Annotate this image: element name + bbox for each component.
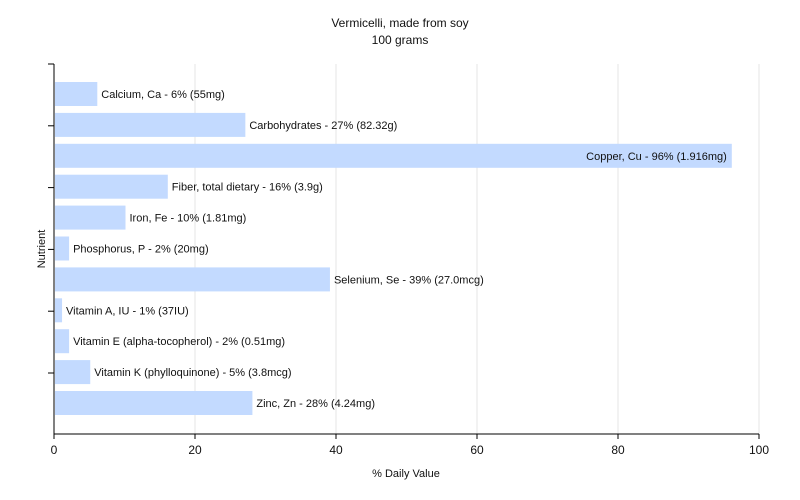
bar-label: Copper, Cu - 96% (1.916mg) (586, 151, 727, 163)
x-tick-label: 80 (611, 443, 625, 457)
bar (55, 298, 63, 323)
bar-label: Vitamin E (alpha-tocopherol) - 2% (0.51m… (73, 336, 285, 348)
bar-labels-group: Calcium, Ca - 6% (55mg) Carbohydrates - 2… (66, 89, 727, 410)
chart-title: Vermicelli, made from soy (331, 16, 469, 30)
bar-label: Phosphorus, P - 2% (20mg) (73, 244, 209, 256)
bar (55, 82, 98, 106)
x-tick-label: 0 (51, 443, 58, 457)
bar (55, 112, 246, 137)
bar-label: Fiber, total dietary - 16% (3.9g) (172, 182, 323, 194)
chart-subtitle: 100 grams (371, 33, 429, 47)
bar-label: Calcium, Ca - 6% (55mg) (101, 89, 224, 101)
bar-label: Carbohydrates - 27% (82.32g) (249, 120, 397, 132)
y-axis-title: Nutrient (36, 230, 48, 269)
x-tick-label: 100 (749, 443, 769, 457)
bar (55, 143, 732, 168)
x-tick-label: 60 (470, 443, 484, 457)
x-axis-title: % Daily Value (372, 468, 440, 480)
x-tick-label: 20 (188, 443, 202, 457)
bar (55, 205, 126, 230)
x-ticks-group: 0 20 40 60 80 100 (51, 434, 769, 457)
bar (55, 267, 330, 292)
bar-label: Vitamin K (phylloquinone) - 5% (3.8mcg) (94, 367, 291, 379)
axes-group (48, 63, 759, 435)
bar (55, 391, 253, 415)
bar (55, 329, 70, 354)
bar-label: Zinc, Zn - 28% (4.24mg) (256, 398, 375, 410)
x-tick-label: 40 (329, 443, 343, 457)
bar-label: Selenium, Se - 39% (27.0mcg) (334, 274, 484, 286)
bar (55, 360, 91, 385)
bar (55, 174, 168, 199)
bar-label: Vitamin A, IU - 1% (37IU) (66, 305, 189, 317)
bars-group (55, 82, 732, 415)
bar (55, 236, 70, 261)
bar-label: Iron, Fe - 10% (1.81mg) (130, 213, 247, 225)
